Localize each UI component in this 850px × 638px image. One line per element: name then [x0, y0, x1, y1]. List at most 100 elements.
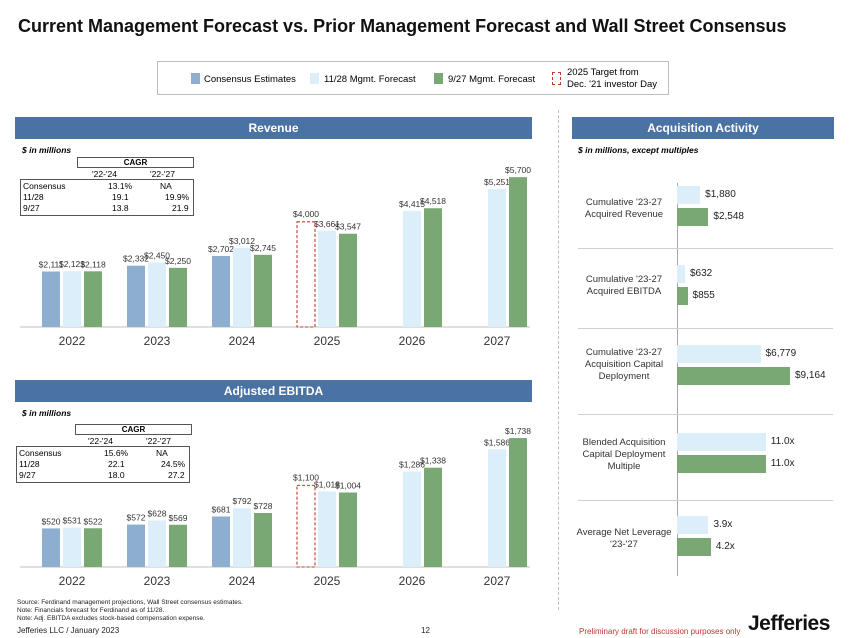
- data-label-mgmt-927-2027: $5,700: [505, 165, 531, 175]
- footer-company: Jefferies LLC / January 2023: [17, 626, 119, 635]
- acquisition-group-label: Cumulative '23-27 Acquired EBITDA: [571, 274, 677, 298]
- legend-swatch-1128: [310, 73, 319, 84]
- bar-mgmt-1128-2022: [63, 271, 81, 327]
- acquisition-bar-1128: [677, 186, 700, 204]
- acquisition-value-1128: $632: [690, 268, 712, 279]
- acquisition-bar-1128: [677, 345, 761, 363]
- acquisition-divider: [578, 248, 833, 249]
- x-tick-label-2023: 2023: [144, 574, 171, 588]
- data-label-mgmt-927-2022: $522: [84, 516, 103, 526]
- bar-mgmt-1128-2023: [148, 520, 166, 567]
- bar-mgmt-927-2023: [169, 525, 187, 567]
- data-label-mgmt-927-2025: $3,547: [335, 222, 361, 232]
- acquisition-bar-927: [677, 208, 708, 226]
- bar-mgmt-1128-2024: [233, 248, 251, 327]
- acquisition-bar-927: [677, 367, 790, 385]
- acquisition-value-1128: $1,880: [705, 189, 736, 200]
- acquisition-value-927: 11.0x: [771, 458, 795, 469]
- bar-consensus-2024: [212, 256, 230, 327]
- data-label-mgmt-927-2026: $1,338: [420, 456, 446, 466]
- bar-consensus-2023: [127, 525, 145, 567]
- bar-mgmt-927-2026: [424, 468, 442, 567]
- x-tick-label-2027: 2027: [484, 334, 511, 348]
- data-label-mgmt-927-2022: $2,118: [80, 259, 106, 269]
- footer-note-1: Note: Financials forecast for Ferdinand …: [17, 607, 243, 615]
- acquisition-value-927: $9,164: [795, 370, 826, 381]
- legend-swatch-target: [552, 72, 561, 85]
- acquisition-value-1128: 3.9x: [713, 519, 732, 530]
- acquisition-value-1128: 11.0x: [771, 436, 795, 447]
- acquisition-bar-927: [677, 538, 711, 556]
- acquisition-units: $ in millions, except multiples: [578, 145, 698, 155]
- data-label-mgmt-1128-2027: $5,251: [484, 177, 510, 187]
- footer-note-2: Note: Adj. EBITDA excludes stock-based c…: [17, 615, 243, 623]
- bar-mgmt-927-2024: [254, 255, 272, 327]
- bar-consensus-2022: [42, 272, 60, 327]
- x-tick-label-2022: 2022: [59, 574, 86, 588]
- bar-mgmt-927-2025: [339, 234, 357, 327]
- data-label-mgmt-927-2024: $2,745: [250, 243, 276, 253]
- bar-mgmt-1128-2027: [488, 449, 506, 567]
- acquisition-group-label: Cumulative '23-27 Acquired Revenue: [571, 197, 677, 221]
- acquisition-value-1128: $6,779: [766, 348, 797, 359]
- bar-consensus-2024: [212, 516, 230, 567]
- revenue-header: Revenue: [15, 117, 532, 139]
- data-label-mgmt-927-2026: $4,518: [420, 196, 446, 206]
- legend-label-target: 2025 Target from Dec. '21 investor Day: [567, 67, 657, 91]
- chart-legend: Consensus Estimates 11/28 Mgmt. Forecast…: [157, 61, 669, 95]
- legend-label-target-line1: 2025 Target from: [567, 67, 657, 79]
- bar-mgmt-927-2027: [509, 177, 527, 327]
- data-label-mgmt-1128-2022: $531: [63, 516, 82, 526]
- bar-mgmt-927-2023: [169, 268, 187, 327]
- bar-mgmt-1128-2025: [318, 231, 336, 327]
- data-label-mgmt-927-2023: $2,250: [165, 256, 191, 266]
- bar-consensus-2022: [42, 528, 60, 567]
- draft-disclaimer: Preliminary draft for discussion purpose…: [579, 627, 740, 636]
- x-tick-label-2027: 2027: [484, 574, 511, 588]
- x-tick-label-2025: 2025: [314, 334, 341, 348]
- target-bar-2025: [297, 485, 315, 567]
- data-label-mgmt-927-2025: $1,004: [335, 480, 361, 490]
- data-label-mgmt-1128-2024: $792: [233, 496, 252, 506]
- x-tick-label-2026: 2026: [399, 334, 426, 348]
- footer-notes: Source: Ferdinand management projections…: [17, 599, 243, 623]
- x-tick-label-2022: 2022: [59, 334, 86, 348]
- target-label-2025: $1,100: [293, 472, 319, 482]
- ebitda-header: Adjusted EBITDA: [15, 380, 532, 402]
- acquisition-value-927: $2,548: [713, 211, 744, 222]
- data-label-mgmt-927-2023: $569: [169, 513, 188, 523]
- target-bar-2025: [297, 222, 315, 327]
- acquisition-divider: [578, 500, 833, 501]
- data-label-mgmt-927-2027: $1,738: [505, 426, 531, 436]
- bar-mgmt-927-2022: [84, 528, 102, 567]
- bar-mgmt-1128-2026: [403, 211, 421, 327]
- acquisition-group-label: Average Net Leverage '23-'27: [571, 527, 677, 551]
- legend-label-927: 9/27 Mgmt. Forecast: [448, 74, 535, 85]
- data-label-mgmt-927-2024: $728: [254, 501, 273, 511]
- legend-label-consensus: Consensus Estimates: [204, 74, 296, 85]
- legend-swatch-consensus: [191, 73, 200, 84]
- page-title: Current Management Forecast vs. Prior Ma…: [18, 16, 787, 37]
- bar-mgmt-1128-2027: [488, 189, 506, 327]
- legend-label-1128: 11/28 Mgmt. Forecast: [324, 74, 416, 85]
- bar-mgmt-927-2027: [509, 438, 527, 567]
- target-label-2025: $4,000: [293, 209, 319, 219]
- acquisition-divider: [578, 414, 833, 415]
- x-tick-label-2026: 2026: [399, 574, 426, 588]
- page-number: 12: [421, 626, 430, 635]
- x-tick-label-2025: 2025: [314, 574, 341, 588]
- bar-mgmt-927-2025: [339, 492, 357, 567]
- jefferies-logo: Jefferies: [748, 612, 830, 636]
- revenue-chart: 2022$2,111$2,123$2,1182023$2,332$2,450$2…: [15, 150, 540, 360]
- bar-mgmt-927-2022: [84, 271, 102, 327]
- data-label-mgmt-1128-2027: $1,586: [484, 437, 510, 447]
- acquisition-bar-1128: [677, 433, 766, 451]
- acquisition-bar-1128: [677, 516, 708, 534]
- acquisition-divider: [578, 328, 833, 329]
- bar-consensus-2023: [127, 266, 145, 327]
- acquisition-group-label: Cumulative '23-27 Acquisition Capital De…: [571, 347, 677, 383]
- acquisition-value-927: 4.2x: [716, 541, 735, 552]
- data-label-consensus-2022: $520: [42, 516, 61, 526]
- data-label-consensus-2023: $572: [127, 513, 146, 523]
- x-tick-label-2024: 2024: [229, 334, 256, 348]
